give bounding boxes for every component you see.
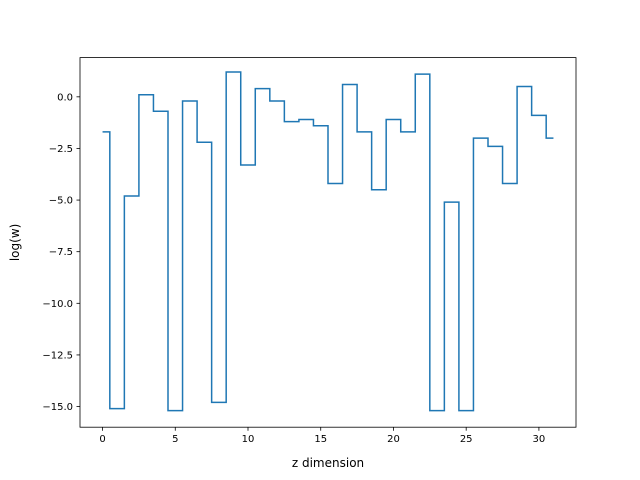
series-line — [102, 71, 554, 412]
y-tick-label: −2.5 — [49, 144, 73, 155]
x-axis-label: z dimension — [292, 456, 364, 470]
y-tick-label: −10.0 — [42, 299, 73, 310]
x-tick-label: 20 — [387, 434, 400, 445]
x-tick-label: 0 — [99, 434, 105, 445]
y-tick-label: −15.0 — [42, 402, 73, 413]
y-axis-ticks: −15.0 −12.5 −10.0 −7.5 −5.0 −2.5 0.0 — [42, 92, 80, 413]
y-axis-label: log(w) — [8, 224, 22, 261]
x-tick-label: 5 — [172, 434, 178, 445]
series-layer — [102, 71, 554, 412]
x-tick-label: 25 — [460, 434, 473, 445]
y-tick-label: 0.0 — [57, 92, 73, 103]
plot-frame — [79, 57, 577, 428]
y-tick-label: −7.5 — [49, 247, 73, 258]
x-axis-ticks: 0 5 10 15 20 25 30 — [99, 427, 545, 445]
y-tick-label: −5.0 — [49, 196, 73, 207]
plot-area — [80, 57, 576, 428]
y-tick-label: −12.5 — [42, 350, 73, 361]
x-tick-label: 30 — [533, 434, 546, 445]
x-tick-label: 10 — [242, 434, 255, 445]
x-tick-label: 15 — [314, 434, 327, 445]
